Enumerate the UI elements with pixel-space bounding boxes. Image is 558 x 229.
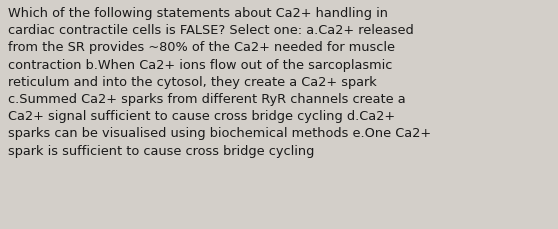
Text: Which of the following statements about Ca2+ handling in
cardiac contractile cel: Which of the following statements about …	[8, 7, 431, 157]
